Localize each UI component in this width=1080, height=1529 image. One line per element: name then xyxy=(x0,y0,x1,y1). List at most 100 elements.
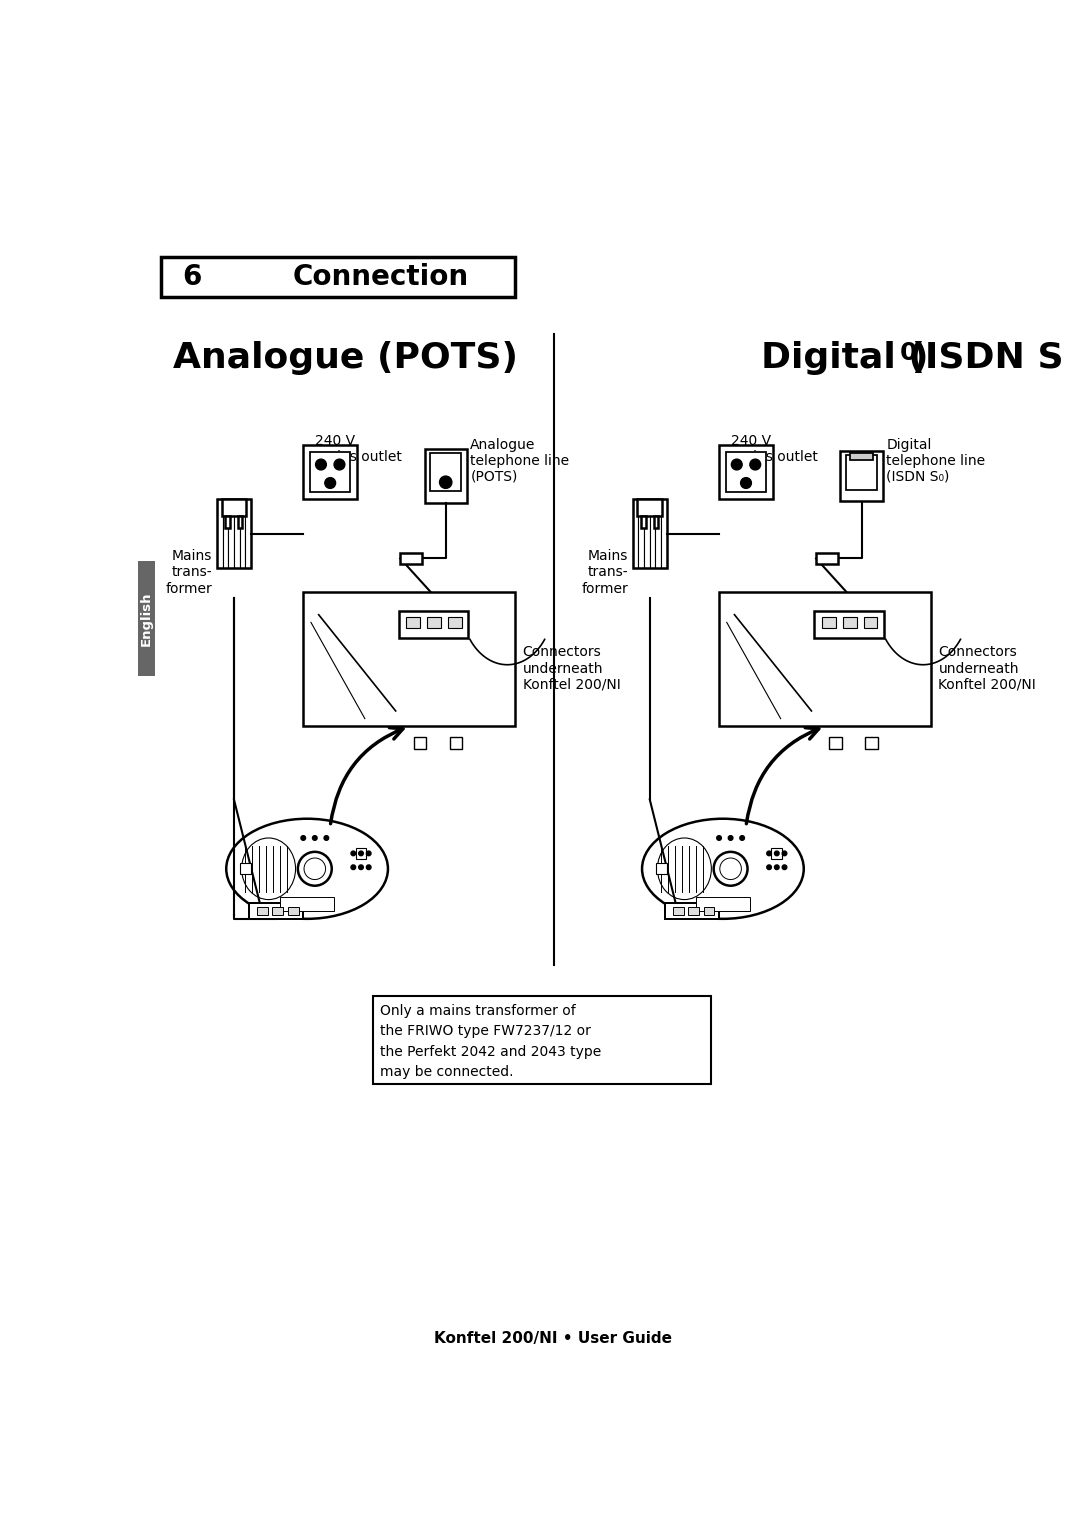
Bar xyxy=(633,498,666,569)
Bar xyxy=(719,445,773,498)
Bar xyxy=(637,498,662,517)
Text: Digital
telephone line
(ISDN S₀): Digital telephone line (ISDN S₀) xyxy=(886,437,985,485)
Text: 6: 6 xyxy=(183,263,202,291)
Bar xyxy=(865,737,878,749)
Circle shape xyxy=(324,836,328,841)
Bar xyxy=(288,907,299,914)
Bar xyxy=(310,453,350,492)
Circle shape xyxy=(301,836,306,841)
Circle shape xyxy=(767,865,771,870)
Text: Konftel 200/NI • User Guide: Konftel 200/NI • User Guide xyxy=(434,1330,673,1346)
Bar xyxy=(840,451,882,502)
Bar xyxy=(138,561,154,676)
Circle shape xyxy=(728,836,733,841)
Bar xyxy=(222,498,228,569)
Circle shape xyxy=(774,865,779,870)
Bar xyxy=(448,618,461,628)
Circle shape xyxy=(750,459,760,469)
Bar xyxy=(850,453,873,460)
Circle shape xyxy=(714,852,747,885)
Bar xyxy=(449,737,462,749)
Bar xyxy=(653,517,658,529)
Circle shape xyxy=(731,459,742,469)
Circle shape xyxy=(325,477,336,488)
Circle shape xyxy=(740,836,744,841)
Bar xyxy=(399,610,468,638)
Circle shape xyxy=(741,477,752,488)
Text: Connectors
underneath
Konftel 200/NI: Connectors underneath Konftel 200/NI xyxy=(523,645,620,693)
Bar xyxy=(303,445,357,498)
Bar xyxy=(249,904,303,919)
Circle shape xyxy=(315,459,326,469)
Circle shape xyxy=(366,865,372,870)
Bar xyxy=(401,553,422,564)
Bar xyxy=(234,498,240,569)
Bar xyxy=(427,618,441,628)
Bar xyxy=(661,498,666,569)
Text: 240 V
mains outlet: 240 V mains outlet xyxy=(314,434,402,463)
Bar xyxy=(656,498,661,569)
Circle shape xyxy=(359,865,363,870)
Bar xyxy=(257,907,268,914)
Bar xyxy=(240,498,245,569)
Bar xyxy=(704,907,715,914)
Bar xyxy=(688,907,699,914)
Circle shape xyxy=(774,852,779,856)
Circle shape xyxy=(312,836,318,841)
Bar xyxy=(719,592,931,726)
Bar xyxy=(228,498,234,569)
Bar xyxy=(217,498,222,569)
Bar xyxy=(226,517,230,529)
Text: Connection: Connection xyxy=(293,263,469,291)
Bar xyxy=(822,618,836,628)
Bar xyxy=(238,517,242,529)
Text: Analogue
telephone line
(POTS): Analogue telephone line (POTS) xyxy=(471,437,569,485)
Text: Analogue (POTS): Analogue (POTS) xyxy=(173,341,518,375)
Bar xyxy=(638,498,644,569)
Bar xyxy=(221,498,246,517)
Circle shape xyxy=(440,476,451,488)
Bar xyxy=(665,904,719,919)
Circle shape xyxy=(717,836,721,841)
Circle shape xyxy=(298,852,332,885)
Circle shape xyxy=(782,852,787,856)
Bar xyxy=(240,864,251,875)
Bar xyxy=(280,898,334,911)
Circle shape xyxy=(351,865,355,870)
Circle shape xyxy=(767,852,771,856)
Bar xyxy=(245,498,251,569)
Text: English: English xyxy=(139,592,152,645)
Bar xyxy=(842,618,856,628)
Circle shape xyxy=(366,852,372,856)
Bar xyxy=(217,498,251,569)
Bar xyxy=(771,849,782,859)
Bar xyxy=(272,907,283,914)
Bar xyxy=(673,907,684,914)
Bar xyxy=(864,618,877,628)
Bar xyxy=(430,453,461,491)
Circle shape xyxy=(334,459,345,469)
Bar xyxy=(355,849,366,859)
Bar xyxy=(644,498,650,569)
Circle shape xyxy=(782,865,787,870)
Bar xyxy=(846,456,877,489)
Bar xyxy=(829,737,841,749)
Bar xyxy=(406,618,420,628)
Text: ): ) xyxy=(910,341,928,375)
Bar xyxy=(373,995,712,1084)
Text: Digital (ISDN S: Digital (ISDN S xyxy=(761,341,1064,375)
Text: Mains
trans-
former: Mains trans- former xyxy=(165,549,213,596)
Ellipse shape xyxy=(642,818,804,919)
Bar xyxy=(303,592,515,726)
Bar xyxy=(816,553,838,564)
Bar xyxy=(414,737,426,749)
Bar xyxy=(642,517,646,529)
Bar xyxy=(161,257,515,297)
Text: Connectors
underneath
Konftel 200/NI: Connectors underneath Konftel 200/NI xyxy=(939,645,1036,693)
Bar xyxy=(656,864,666,875)
Circle shape xyxy=(351,852,355,856)
Text: 240 V
mains outlet: 240 V mains outlet xyxy=(730,434,818,463)
Ellipse shape xyxy=(226,818,388,919)
Bar xyxy=(726,453,766,492)
Bar xyxy=(696,898,750,911)
